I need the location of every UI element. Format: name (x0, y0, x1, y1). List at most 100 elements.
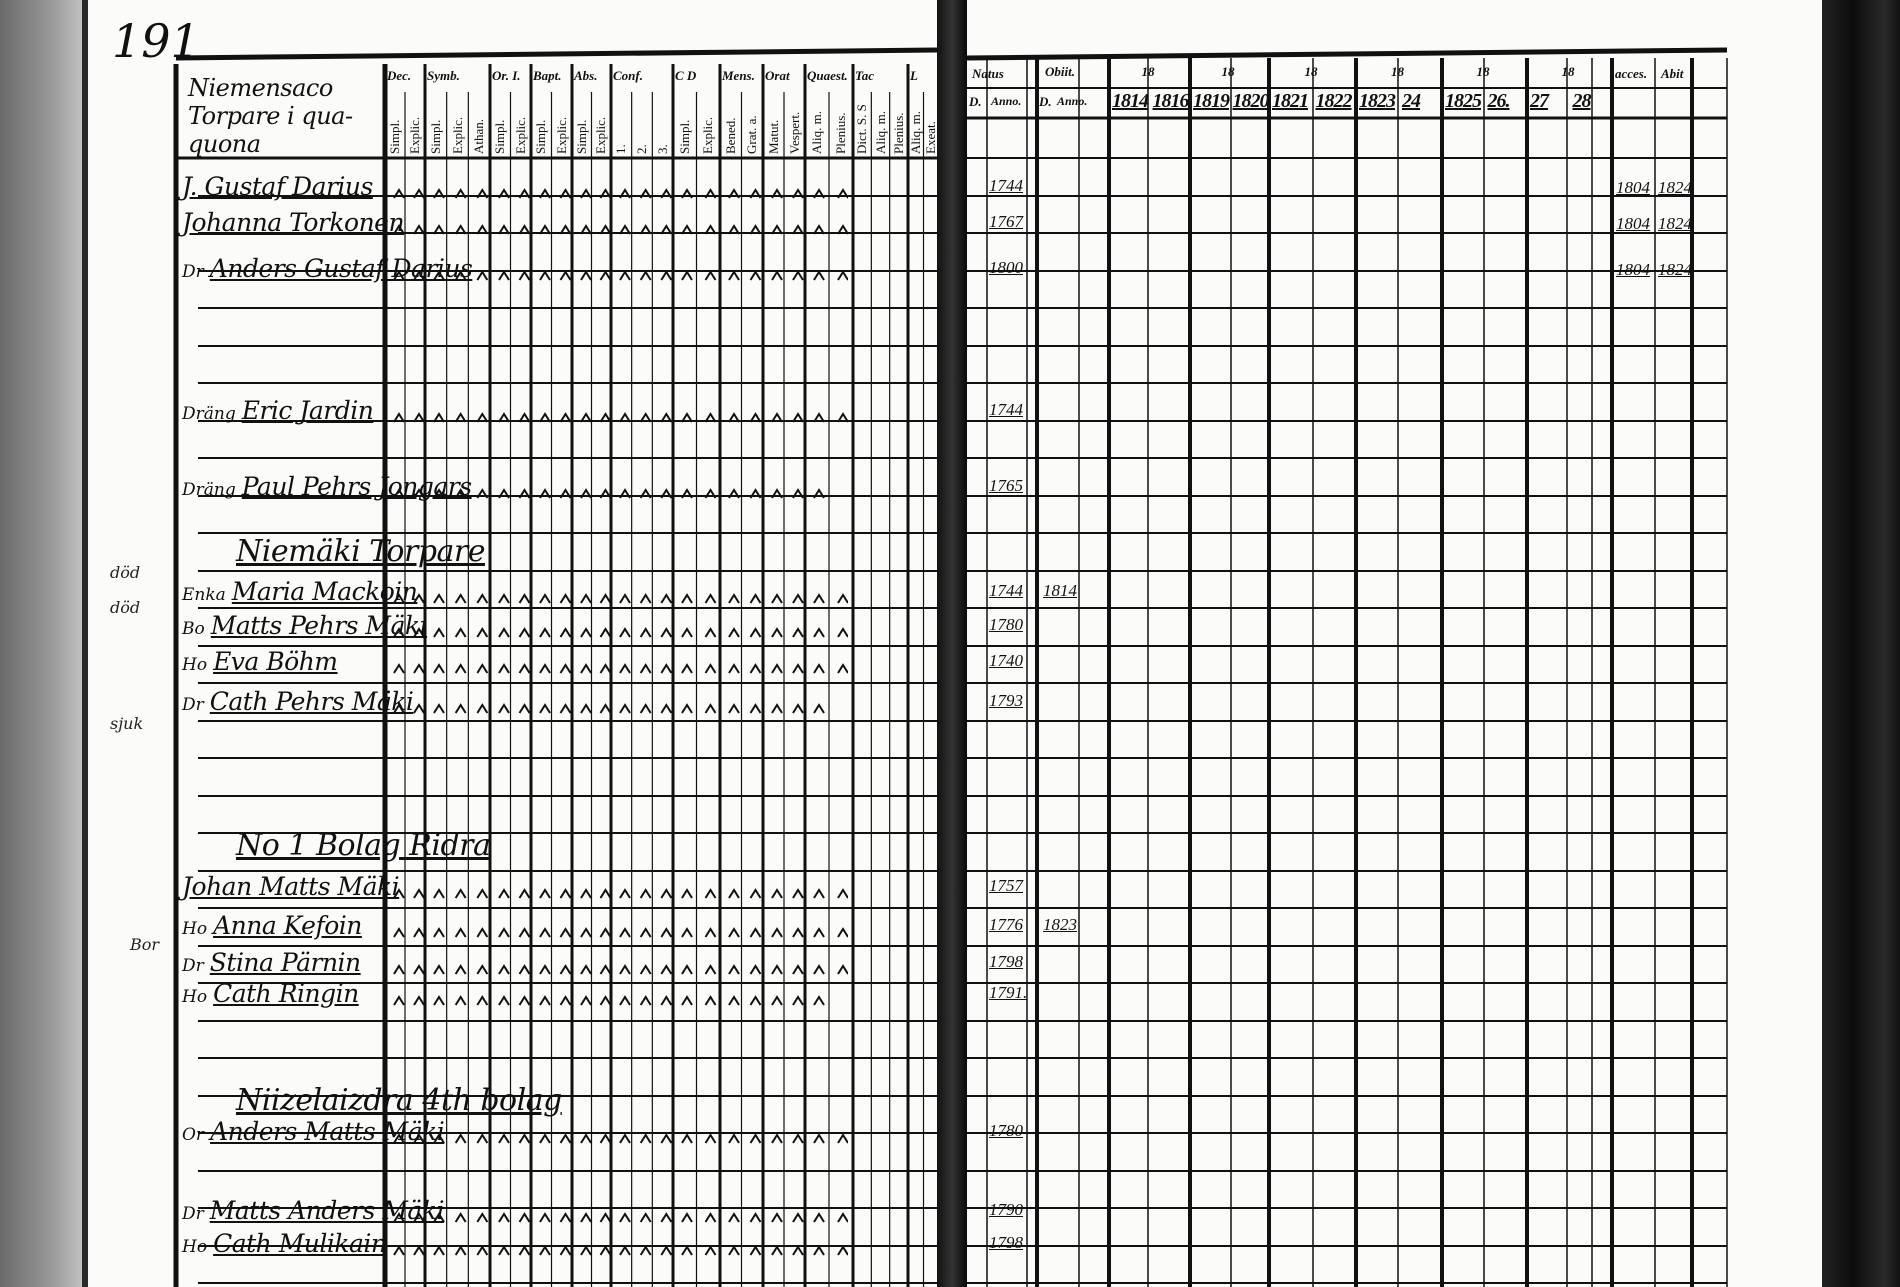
column-sub-header: Explic. (593, 116, 609, 154)
left-page (88, 0, 937, 1287)
tick-mark (749, 488, 762, 499)
tick-mark (792, 188, 804, 199)
examination-marks (393, 1133, 848, 1144)
tick-mark (433, 224, 445, 235)
tick-mark (393, 663, 405, 674)
tick-mark (580, 270, 592, 281)
tick-mark (639, 188, 652, 199)
tick-mark (749, 1245, 762, 1256)
tick-mark (771, 703, 783, 714)
person-entry: Dr Matts Anders Mäki (182, 1196, 444, 1225)
tick-mark (559, 270, 572, 281)
column-sub-header: Simpl. (427, 119, 443, 154)
examination-marks (393, 593, 848, 604)
tick-mark (539, 703, 551, 714)
tick-mark (792, 593, 804, 604)
tick-mark (660, 1133, 673, 1144)
tick-mark (599, 1245, 612, 1256)
arrival-year: 1804 (1616, 214, 1650, 233)
tick-mark (837, 593, 848, 604)
top-rule (967, 47, 1728, 61)
person-entry: Ho Anna Kefoin (182, 911, 362, 940)
century-header: 18 (1141, 64, 1155, 79)
column-group-header: Abs. (574, 68, 598, 83)
tick-mark (792, 270, 804, 281)
tick-mark (681, 627, 693, 638)
tick-mark (837, 927, 848, 938)
examination-marks (393, 627, 848, 638)
tick-mark (771, 593, 783, 604)
tick-mark (393, 627, 405, 638)
column-group-header: L (910, 68, 918, 83)
tick-mark (639, 927, 652, 938)
tick-mark (792, 1245, 804, 1256)
tick-mark (454, 1133, 467, 1144)
tick-mark (393, 488, 405, 499)
tick-mark (792, 1212, 804, 1223)
tick-mark (619, 703, 631, 714)
tick-mark (498, 412, 510, 423)
abiit-header: Abit (1661, 66, 1684, 81)
column-group-header: Tac (855, 68, 875, 83)
natus-day-header: D. (969, 94, 982, 109)
tick-mark (771, 270, 783, 281)
tick-mark (498, 224, 510, 235)
tick-mark (599, 663, 612, 674)
tick-mark (559, 703, 572, 714)
tick-mark (813, 224, 825, 235)
tick-mark (639, 270, 652, 281)
examination-marks (393, 224, 848, 235)
tick-mark (639, 703, 652, 714)
tick-mark (681, 1245, 693, 1256)
person-name: Cath Pehrs Mäki (209, 687, 414, 716)
tick-mark (704, 1133, 717, 1144)
tick-mark (771, 1133, 783, 1144)
tick-mark (433, 412, 445, 423)
tick-mark (498, 627, 510, 638)
person-entry: J. Gustaf Darius (182, 172, 373, 201)
tick-mark (792, 888, 804, 899)
section-heading: No 1 Bolag Ridra (236, 828, 491, 863)
tick-mark (749, 663, 762, 674)
book-gutter (937, 0, 967, 1287)
person-entry: Enka Maria Mackoin (182, 577, 418, 606)
tick-mark (837, 663, 848, 674)
tick-mark (813, 627, 825, 638)
scan-left-edge (0, 0, 88, 1287)
tick-mark (681, 703, 693, 714)
tick-mark (728, 188, 740, 199)
name-prefix: Bo (182, 619, 205, 639)
tick-mark (413, 1212, 425, 1223)
tick-mark (580, 995, 592, 1006)
column-group-header: Conf. (613, 68, 643, 83)
tick-mark (660, 224, 673, 235)
death-year: 1823 (1043, 915, 1077, 934)
tick-mark (704, 188, 717, 199)
person-name: Cath Mulikain (213, 1229, 387, 1258)
tick-mark (539, 188, 551, 199)
tick-mark (539, 412, 551, 423)
tick-mark (728, 627, 740, 638)
tick-mark (792, 927, 804, 938)
tick-mark (539, 663, 551, 674)
tick-mark (580, 224, 592, 235)
person-name: Johanna Torkonen (182, 208, 405, 237)
tick-mark (476, 927, 489, 938)
tick-mark (518, 412, 531, 423)
accesit-header: acces. (1615, 66, 1648, 81)
tick-mark (813, 1212, 825, 1223)
tick-mark (728, 703, 740, 714)
departure-year: 1824 (1658, 214, 1692, 233)
tick-mark (539, 1133, 551, 1144)
century-header: 18 (1391, 64, 1404, 79)
tick-mark (393, 1133, 405, 1144)
tick-mark (518, 888, 531, 899)
page-number: 191 (112, 14, 200, 68)
tick-mark (792, 1133, 804, 1144)
examination-marks (393, 888, 848, 899)
tick-mark (393, 1212, 405, 1223)
column-sub-header: Athan. (471, 118, 487, 154)
tick-mark (681, 663, 693, 674)
tick-mark (498, 1133, 510, 1144)
tick-mark (539, 593, 551, 604)
